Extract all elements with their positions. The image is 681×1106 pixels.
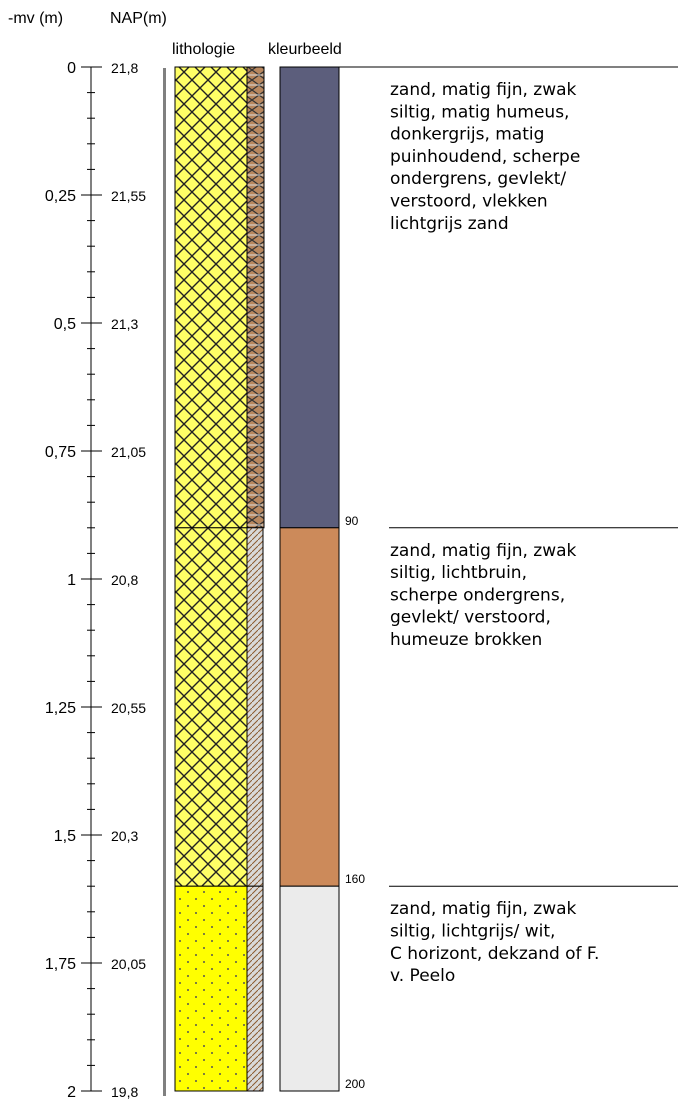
tick-label-mv: 0	[67, 60, 76, 77]
layer-description-line: v. Peelo	[390, 966, 455, 986]
layer-description-line: gevlekt/ verstoord,	[390, 608, 551, 628]
color-layer	[279, 527, 340, 887]
lithology-admixture-strip	[246, 66, 265, 529]
lithology-layer	[174, 527, 248, 887]
boundary-depth-label: 160	[345, 872, 365, 886]
layer-description-line: puinhoudend, scherpe	[390, 147, 580, 167]
layer-description-line: verstoord, vlekken	[390, 192, 548, 212]
tick-label-mv: 0,5	[54, 316, 76, 333]
tick-label-mv: 1	[67, 572, 76, 589]
depth-axis: 0 21,8 0,25 21,55 0,5 21,3 0,75 21,05 1 20,8 1,25 2…	[45, 60, 146, 1101]
header-mv: -mv (m)	[8, 10, 63, 27]
axis-bar	[163, 68, 166, 1096]
header-kleurbeeld: kleurbeeld	[268, 41, 342, 58]
tick-label-mv: 0,25	[45, 188, 76, 205]
boundary-depth-label: 90	[345, 514, 359, 528]
lithology-layer	[174, 66, 248, 529]
header-nap: NAP(m)	[110, 10, 167, 27]
layer-description-line: zand, matig fijn, zwak	[390, 541, 577, 561]
layer-description-line: C horizont, dekzand of F.	[390, 944, 599, 964]
layer-description-line: zand, matig fijn, zwak	[390, 899, 577, 919]
tick-label-nap: 21,05	[111, 444, 146, 460]
layer-description-line: siltig, lichtgrijs/ wit,	[390, 922, 555, 942]
tick-label-nap: 20,3	[111, 828, 138, 844]
layer-description-line: lichtgrijs zand	[390, 214, 509, 234]
layer-description-line: ondergrens, gevlekt/	[390, 169, 566, 189]
tick-label-mv: 2	[67, 1084, 76, 1101]
tick-label-mv: 1,75	[45, 956, 76, 973]
tick-label-nap: 20,8	[111, 572, 138, 588]
header-lithologie: lithologie	[172, 41, 235, 58]
color-layer	[279, 885, 340, 1092]
lithology-admixture-strip	[246, 885, 264, 1092]
tick-label-mv: 1,5	[54, 828, 76, 845]
layer-description-line: zand, matig fijn, zwak	[390, 80, 577, 100]
tick-label-nap: 20,05	[111, 956, 146, 972]
layer-description-line: humeuze brokken	[390, 630, 542, 650]
tick-label-nap: 21,55	[111, 188, 146, 204]
layer-columns: 90 160 200	[174, 66, 678, 1092]
boundary-depth-label: 200	[345, 1077, 365, 1091]
tick-label-mv: 0,75	[45, 444, 76, 461]
layer-description-line: siltig, lichtbruin,	[390, 563, 527, 583]
lithology-admixture-strip	[246, 527, 264, 887]
tick-label-nap: 20,55	[111, 700, 146, 716]
layer-description-line: siltig, matig humeus,	[390, 102, 569, 122]
tick-label-nap: 19,8	[111, 1084, 138, 1100]
tick-label-nap: 21,3	[111, 316, 138, 332]
tick-label-nap: 21,8	[111, 60, 138, 76]
color-layer	[279, 66, 340, 529]
tick-label-mv: 1,25	[45, 700, 76, 717]
lithology-layer	[174, 885, 248, 1092]
layer-description-line: scherpe ondergrens,	[390, 585, 565, 605]
layer-description-line: donkergrijs, matig	[390, 125, 544, 145]
